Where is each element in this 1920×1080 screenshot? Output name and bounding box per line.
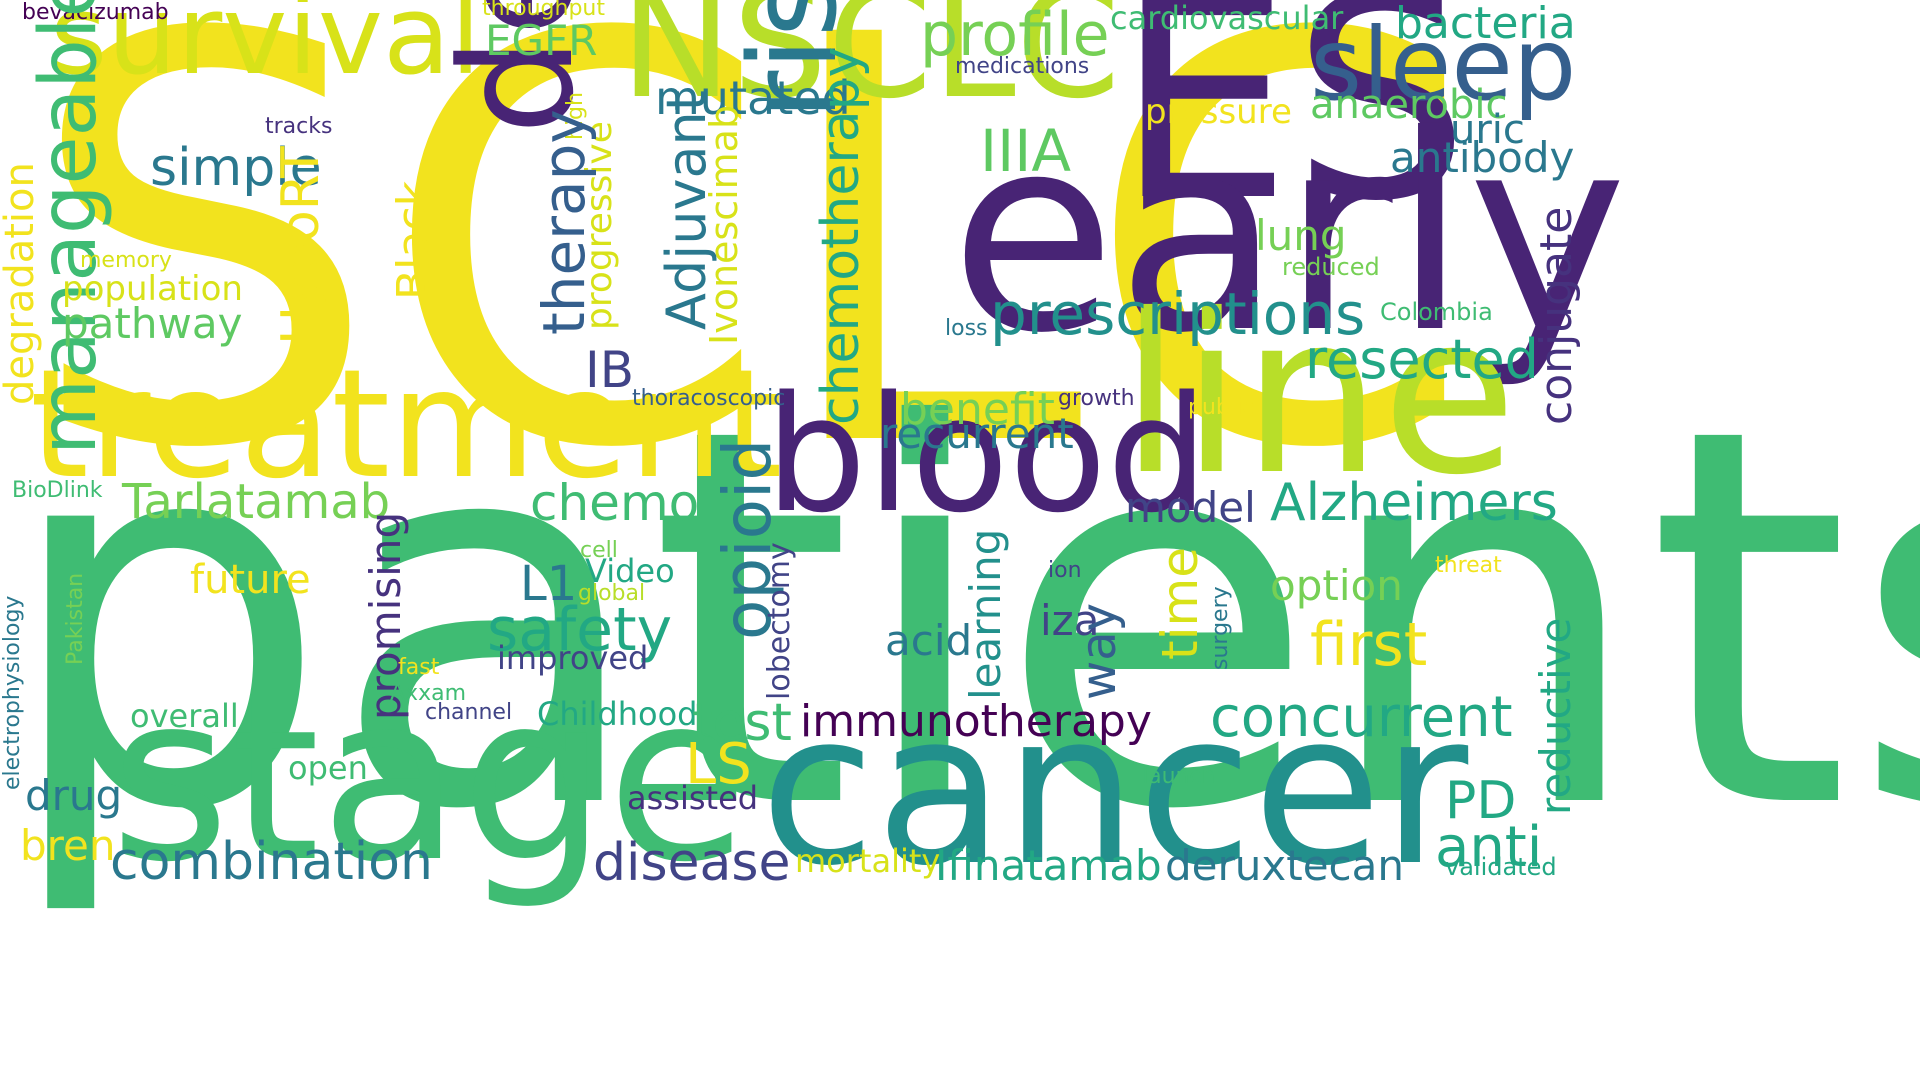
word-growth: growth <box>1058 386 1135 411</box>
word-pathway: pathway <box>62 299 243 348</box>
word-pd: PD <box>1445 771 1517 831</box>
word-ion: ion <box>1048 558 1082 583</box>
word-thoracoscopic: thoracoscopic <box>632 386 786 411</box>
word-safety: safety <box>487 595 673 665</box>
word-ifinatamab: Ifinatamab <box>935 841 1162 890</box>
word-survival: survival <box>50 0 481 99</box>
word-launch: launch <box>1142 764 1216 789</box>
word-lung: lung <box>1255 211 1347 260</box>
word-overall: overall <box>130 697 239 735</box>
word-stage: stage <box>110 646 749 913</box>
word-iza: iza <box>1040 596 1100 645</box>
word-model: model <box>1125 483 1256 532</box>
word-cell: cell <box>580 538 618 563</box>
word-bren: bren <box>20 821 116 870</box>
word-therapy: therapy <box>530 109 598 335</box>
word-ls: LS <box>685 732 752 797</box>
word-lobectomy: lobectomy <box>762 542 797 700</box>
word-public: public <box>1188 395 1255 420</box>
word-axxam: Axxam <box>390 681 467 706</box>
word-mutated: mutated <box>655 71 851 125</box>
word-hyport: HypoRT <box>271 146 331 345</box>
word-blood: blood <box>765 361 1209 548</box>
word-assisted: assisted <box>627 779 759 817</box>
word-improved: improved <box>497 639 649 677</box>
word-threat: threat <box>1435 553 1502 578</box>
word-chemo: chemo <box>530 474 700 532</box>
word-adjuvant: Adjuvant <box>655 90 718 330</box>
word-disease: disease <box>593 833 791 893</box>
word-cancer: cancer <box>760 667 1469 912</box>
word-bevacizumab: bevacizumab <box>22 0 169 25</box>
word-es: ES <box>1115 0 1470 263</box>
word-uric: uric <box>1450 107 1525 153</box>
word-treatment: treatment <box>30 338 783 512</box>
word-childhood: Childhood <box>537 695 698 733</box>
word-line: line <box>1120 267 1518 523</box>
word-concurrent: concurrent <box>1210 685 1513 750</box>
word-bacteria: bacteria <box>1395 0 1576 49</box>
word-biodlink: BioDlink <box>12 478 103 503</box>
word-iiia: IIIA <box>980 117 1071 185</box>
word-egfr: EGFR <box>485 16 598 65</box>
word-l1: L1 <box>520 556 578 612</box>
word-channel: channel <box>425 700 513 725</box>
word-alzheimers: Alzheimers <box>1270 473 1558 533</box>
word-memory: memory <box>80 248 172 273</box>
word-benefit: benefit <box>900 384 1055 435</box>
word-colombia: Colombia <box>1380 298 1493 326</box>
word-ib: IB <box>585 341 635 399</box>
word-electrophysiology: electrophysiology <box>0 595 25 790</box>
word-anti: anti <box>1435 815 1543 880</box>
word-resected: resected <box>1305 328 1539 391</box>
word-sleep: sleep <box>1310 6 1577 123</box>
word-loss: loss <box>945 316 988 341</box>
word-profile: profile <box>920 0 1110 70</box>
word-time: time <box>1151 547 1209 660</box>
word-immunotherapy: immunotherapy <box>800 696 1152 747</box>
word-medications: medications <box>955 54 1090 79</box>
word-deruxtecan: deruxtecan <box>1165 841 1404 890</box>
word-population: population <box>62 269 243 309</box>
word-cardiovascular: cardiovascular <box>1110 0 1344 37</box>
word-black: Black <box>388 180 439 300</box>
word-drug: drug <box>25 771 123 820</box>
word-open: open <box>288 749 368 787</box>
word-mortality: mortality <box>795 842 941 880</box>
word-prescriptions: prescriptions <box>990 280 1366 348</box>
word-validated: validated <box>1445 853 1557 881</box>
word-way: way <box>1071 602 1127 700</box>
word-pressure: pressure <box>1145 92 1292 132</box>
word-sclc: SCLC <box>25 0 1475 571</box>
word-option: option <box>1270 561 1403 610</box>
word-antibody: antibody <box>1390 133 1575 182</box>
word-recurrent: recurrent <box>880 409 1074 458</box>
word-first: first <box>1310 610 1428 680</box>
word-global: global <box>578 581 646 606</box>
word-fast: fast <box>398 655 440 680</box>
word-combination: combination <box>110 832 433 892</box>
word-chemotherapy: chemotherapy <box>811 46 871 425</box>
word-tracks: tracks <box>265 114 333 139</box>
word-surgery: surgery <box>1208 586 1233 670</box>
word-video: Video <box>585 552 675 590</box>
word-reductive: reductive <box>1531 617 1580 815</box>
word-nsclc: NSCLC <box>620 0 1121 132</box>
word-pakistan: Pakistan <box>63 572 88 665</box>
word-learning: learning <box>961 528 1010 700</box>
word-patients: patients <box>0 317 1920 923</box>
word-test: test <box>692 693 792 753</box>
word-tarlatamab: Tarlatamab <box>122 474 391 530</box>
word-throughput: throughput <box>482 0 605 21</box>
word-conjugate: conjugate <box>1531 206 1582 425</box>
word-early: early <box>950 77 1628 392</box>
word-reduced: reduced <box>1282 253 1380 281</box>
word-simple: simple <box>150 138 322 198</box>
word-acid: acid <box>885 616 973 665</box>
word-degradation: degradation <box>0 162 43 405</box>
word-future: future <box>190 557 311 603</box>
word-anaerobic: anaerobic <box>1310 82 1508 128</box>
